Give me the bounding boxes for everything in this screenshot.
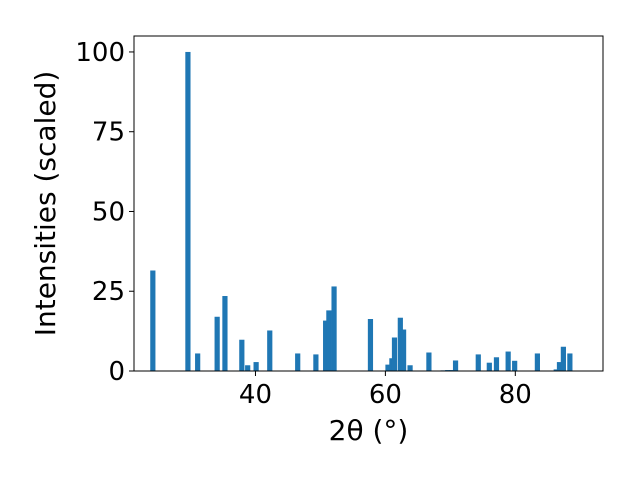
bar — [505, 351, 511, 371]
bar — [385, 364, 391, 371]
bar — [367, 319, 374, 371]
y-axis-label: Intensities (scaled) — [29, 71, 62, 337]
y-tick-label: 50 — [92, 197, 125, 227]
bar — [391, 337, 398, 371]
x-tick-label: 60 — [369, 380, 402, 410]
bar — [214, 316, 220, 371]
x-axis-label: 2θ (°) — [329, 414, 409, 447]
bar — [553, 369, 559, 371]
x-axis-ticks: 40 60 80 — [239, 371, 532, 410]
x-tick-label: 80 — [499, 380, 532, 410]
y-axis-ticks: 0 25 50 75 100 — [75, 38, 134, 387]
bar — [534, 353, 540, 371]
bar — [323, 320, 329, 371]
bar — [245, 365, 251, 371]
bar — [560, 346, 566, 371]
bar — [400, 329, 407, 371]
bar — [475, 354, 481, 371]
y-tick-label: 100 — [75, 38, 125, 68]
bar — [295, 353, 301, 371]
y-tick-label: 0 — [108, 357, 125, 387]
bar — [239, 339, 245, 371]
bar — [486, 362, 492, 371]
bar — [222, 296, 228, 371]
bar — [195, 353, 201, 371]
bar — [407, 365, 413, 371]
y-tick-label: 25 — [92, 277, 125, 307]
bar — [331, 286, 337, 371]
bar — [452, 360, 459, 371]
bar — [326, 310, 332, 371]
y-tick-label: 75 — [92, 118, 125, 148]
bar — [313, 354, 319, 371]
bar — [397, 317, 403, 371]
bar — [493, 357, 500, 371]
bar — [556, 362, 563, 371]
bar — [512, 360, 518, 371]
bar — [567, 353, 573, 371]
bar — [253, 362, 259, 371]
bar — [185, 51, 191, 371]
x-tick-label: 40 — [239, 380, 272, 410]
bars-group — [150, 51, 573, 371]
bar — [426, 352, 432, 371]
plot-frame — [133, 35, 604, 372]
bar — [150, 270, 156, 371]
bar — [267, 330, 273, 371]
